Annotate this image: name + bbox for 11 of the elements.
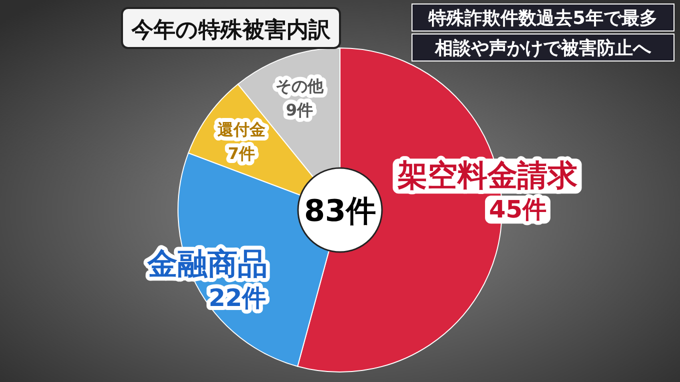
slice-label: 架空料金請求 [396, 158, 578, 194]
text: 特殊詐欺件数過去5年で最多 [428, 8, 658, 29]
slice-label: その他 [275, 76, 324, 96]
slice-label: 還付金 [216, 120, 266, 139]
data-label: 7件 [228, 144, 256, 163]
chart-title: 今年の特殊被害内訳 [130, 17, 332, 43]
text: 相談や声かけで被害防止へ [434, 38, 652, 59]
text: 83件 [304, 194, 376, 229]
data-label: 9件 [286, 100, 313, 120]
data-label: 45件 [489, 196, 546, 224]
data-label: 22件 [208, 284, 266, 312]
